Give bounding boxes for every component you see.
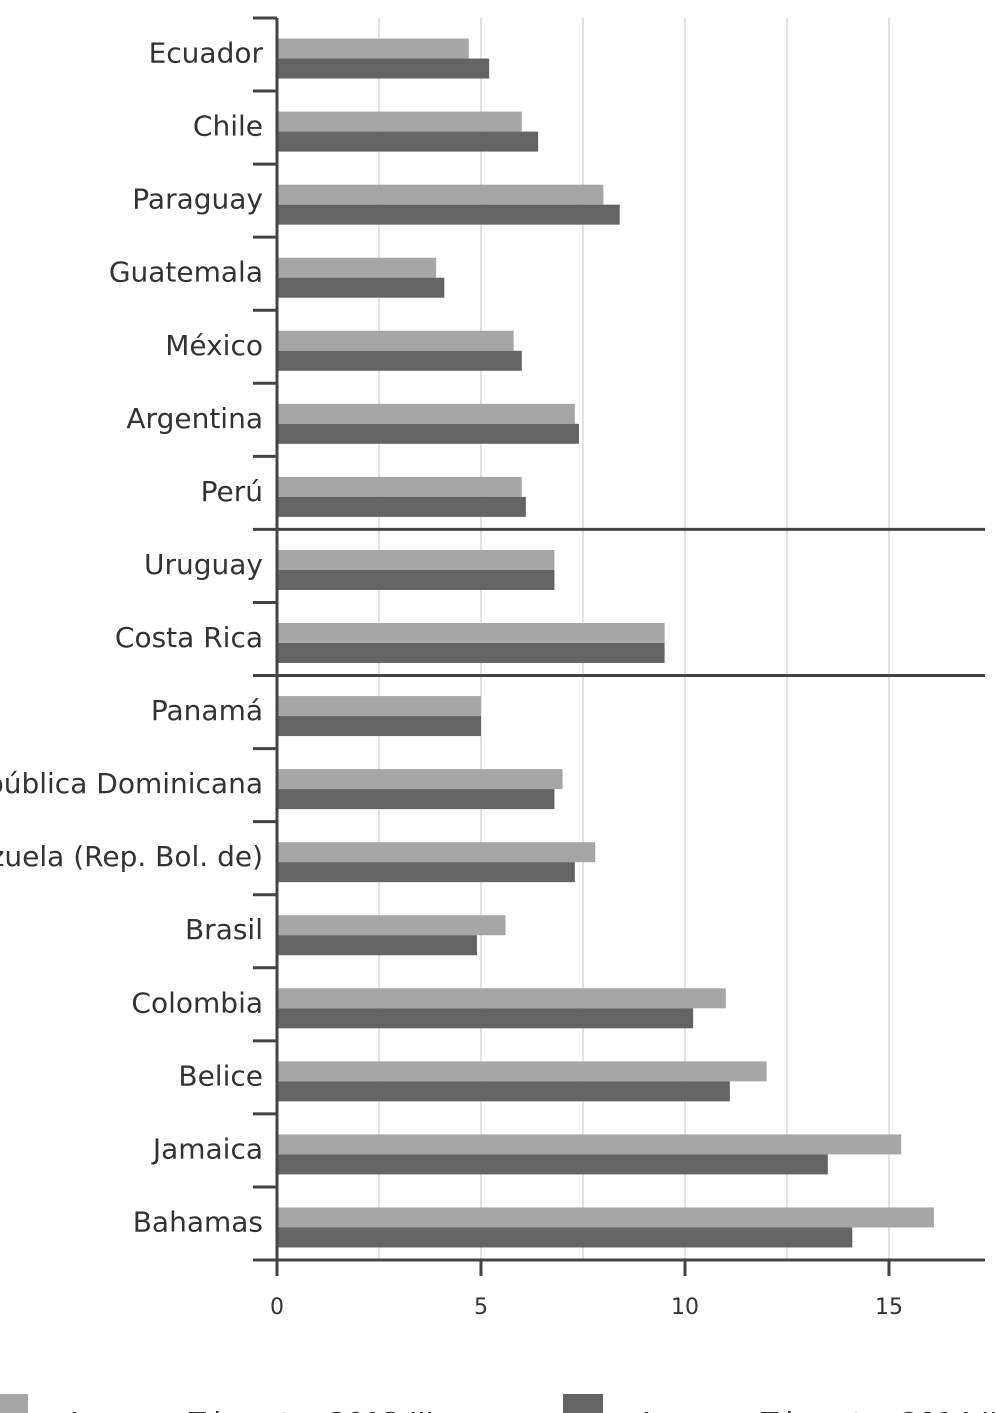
- bar: [277, 1227, 853, 1248]
- y-tick-label: Chile: [193, 110, 263, 143]
- y-tick-label: República Dominicana: [0, 767, 263, 800]
- bar: [277, 569, 555, 590]
- bar: [277, 277, 445, 298]
- bar: [277, 643, 665, 663]
- bar: [277, 403, 575, 424]
- y-tick-label: Ecuador: [149, 37, 264, 70]
- bar: [277, 1081, 730, 1102]
- x-tick-label: 5: [474, 1295, 488, 1320]
- bar: [277, 131, 539, 152]
- y-tick-label: Venezuela (Rep. Bol. de): [0, 840, 263, 873]
- bar: [277, 1008, 694, 1029]
- bar: [277, 204, 620, 225]
- y-tick-label: Uruguay: [144, 548, 263, 581]
- y-tick-label: Paraguay: [132, 183, 263, 216]
- bar: [277, 1207, 934, 1228]
- y-tick-label: Panamá: [151, 694, 263, 727]
- bar: [277, 111, 522, 132]
- y-tick-label: México: [165, 329, 263, 362]
- bar: [277, 862, 575, 883]
- legend-swatch: [0, 1394, 28, 1413]
- bar: [277, 1134, 902, 1155]
- y-tick-label: Brasil: [185, 913, 263, 946]
- bar: [277, 623, 665, 643]
- bar: [277, 549, 555, 570]
- y-tick-label: Costa Rica: [115, 621, 263, 654]
- y-tick-label: Colombia: [131, 986, 263, 1019]
- bar: [277, 184, 604, 205]
- bar: [277, 842, 596, 863]
- bar: [277, 496, 526, 517]
- bar: [277, 330, 514, 351]
- bar: [277, 1154, 828, 1175]
- bar: [277, 789, 555, 810]
- y-tick-label: Perú: [201, 475, 263, 508]
- x-tick-label: 10: [671, 1295, 699, 1320]
- bar: [277, 696, 481, 717]
- bar: [277, 935, 477, 956]
- y-tick-label: Jamaica: [151, 1132, 263, 1165]
- bar: [277, 58, 490, 79]
- y-tick-label: Guatemala: [109, 256, 263, 289]
- y-tick-label: Bahamas: [133, 1205, 263, 1238]
- x-tick-label: 15: [875, 1295, 903, 1320]
- legend-label: Average Trimestar 2013 III: [65, 1406, 434, 1413]
- x-tick-label: 0: [270, 1295, 284, 1320]
- bar: [277, 350, 522, 371]
- legend-label: Average Trimestar 2014 III: [637, 1406, 996, 1413]
- bar: [277, 423, 579, 444]
- y-tick-label: Argentina: [126, 402, 263, 435]
- y-tick-label: Belice: [178, 1059, 263, 1092]
- bar: [277, 38, 469, 59]
- bar: [277, 769, 563, 790]
- bar: [277, 257, 437, 278]
- bar: [277, 988, 726, 1009]
- legend-swatch: [563, 1394, 603, 1413]
- bar: [277, 915, 506, 936]
- bar: [277, 1061, 767, 1082]
- bar: [277, 716, 481, 737]
- bar: [277, 476, 522, 497]
